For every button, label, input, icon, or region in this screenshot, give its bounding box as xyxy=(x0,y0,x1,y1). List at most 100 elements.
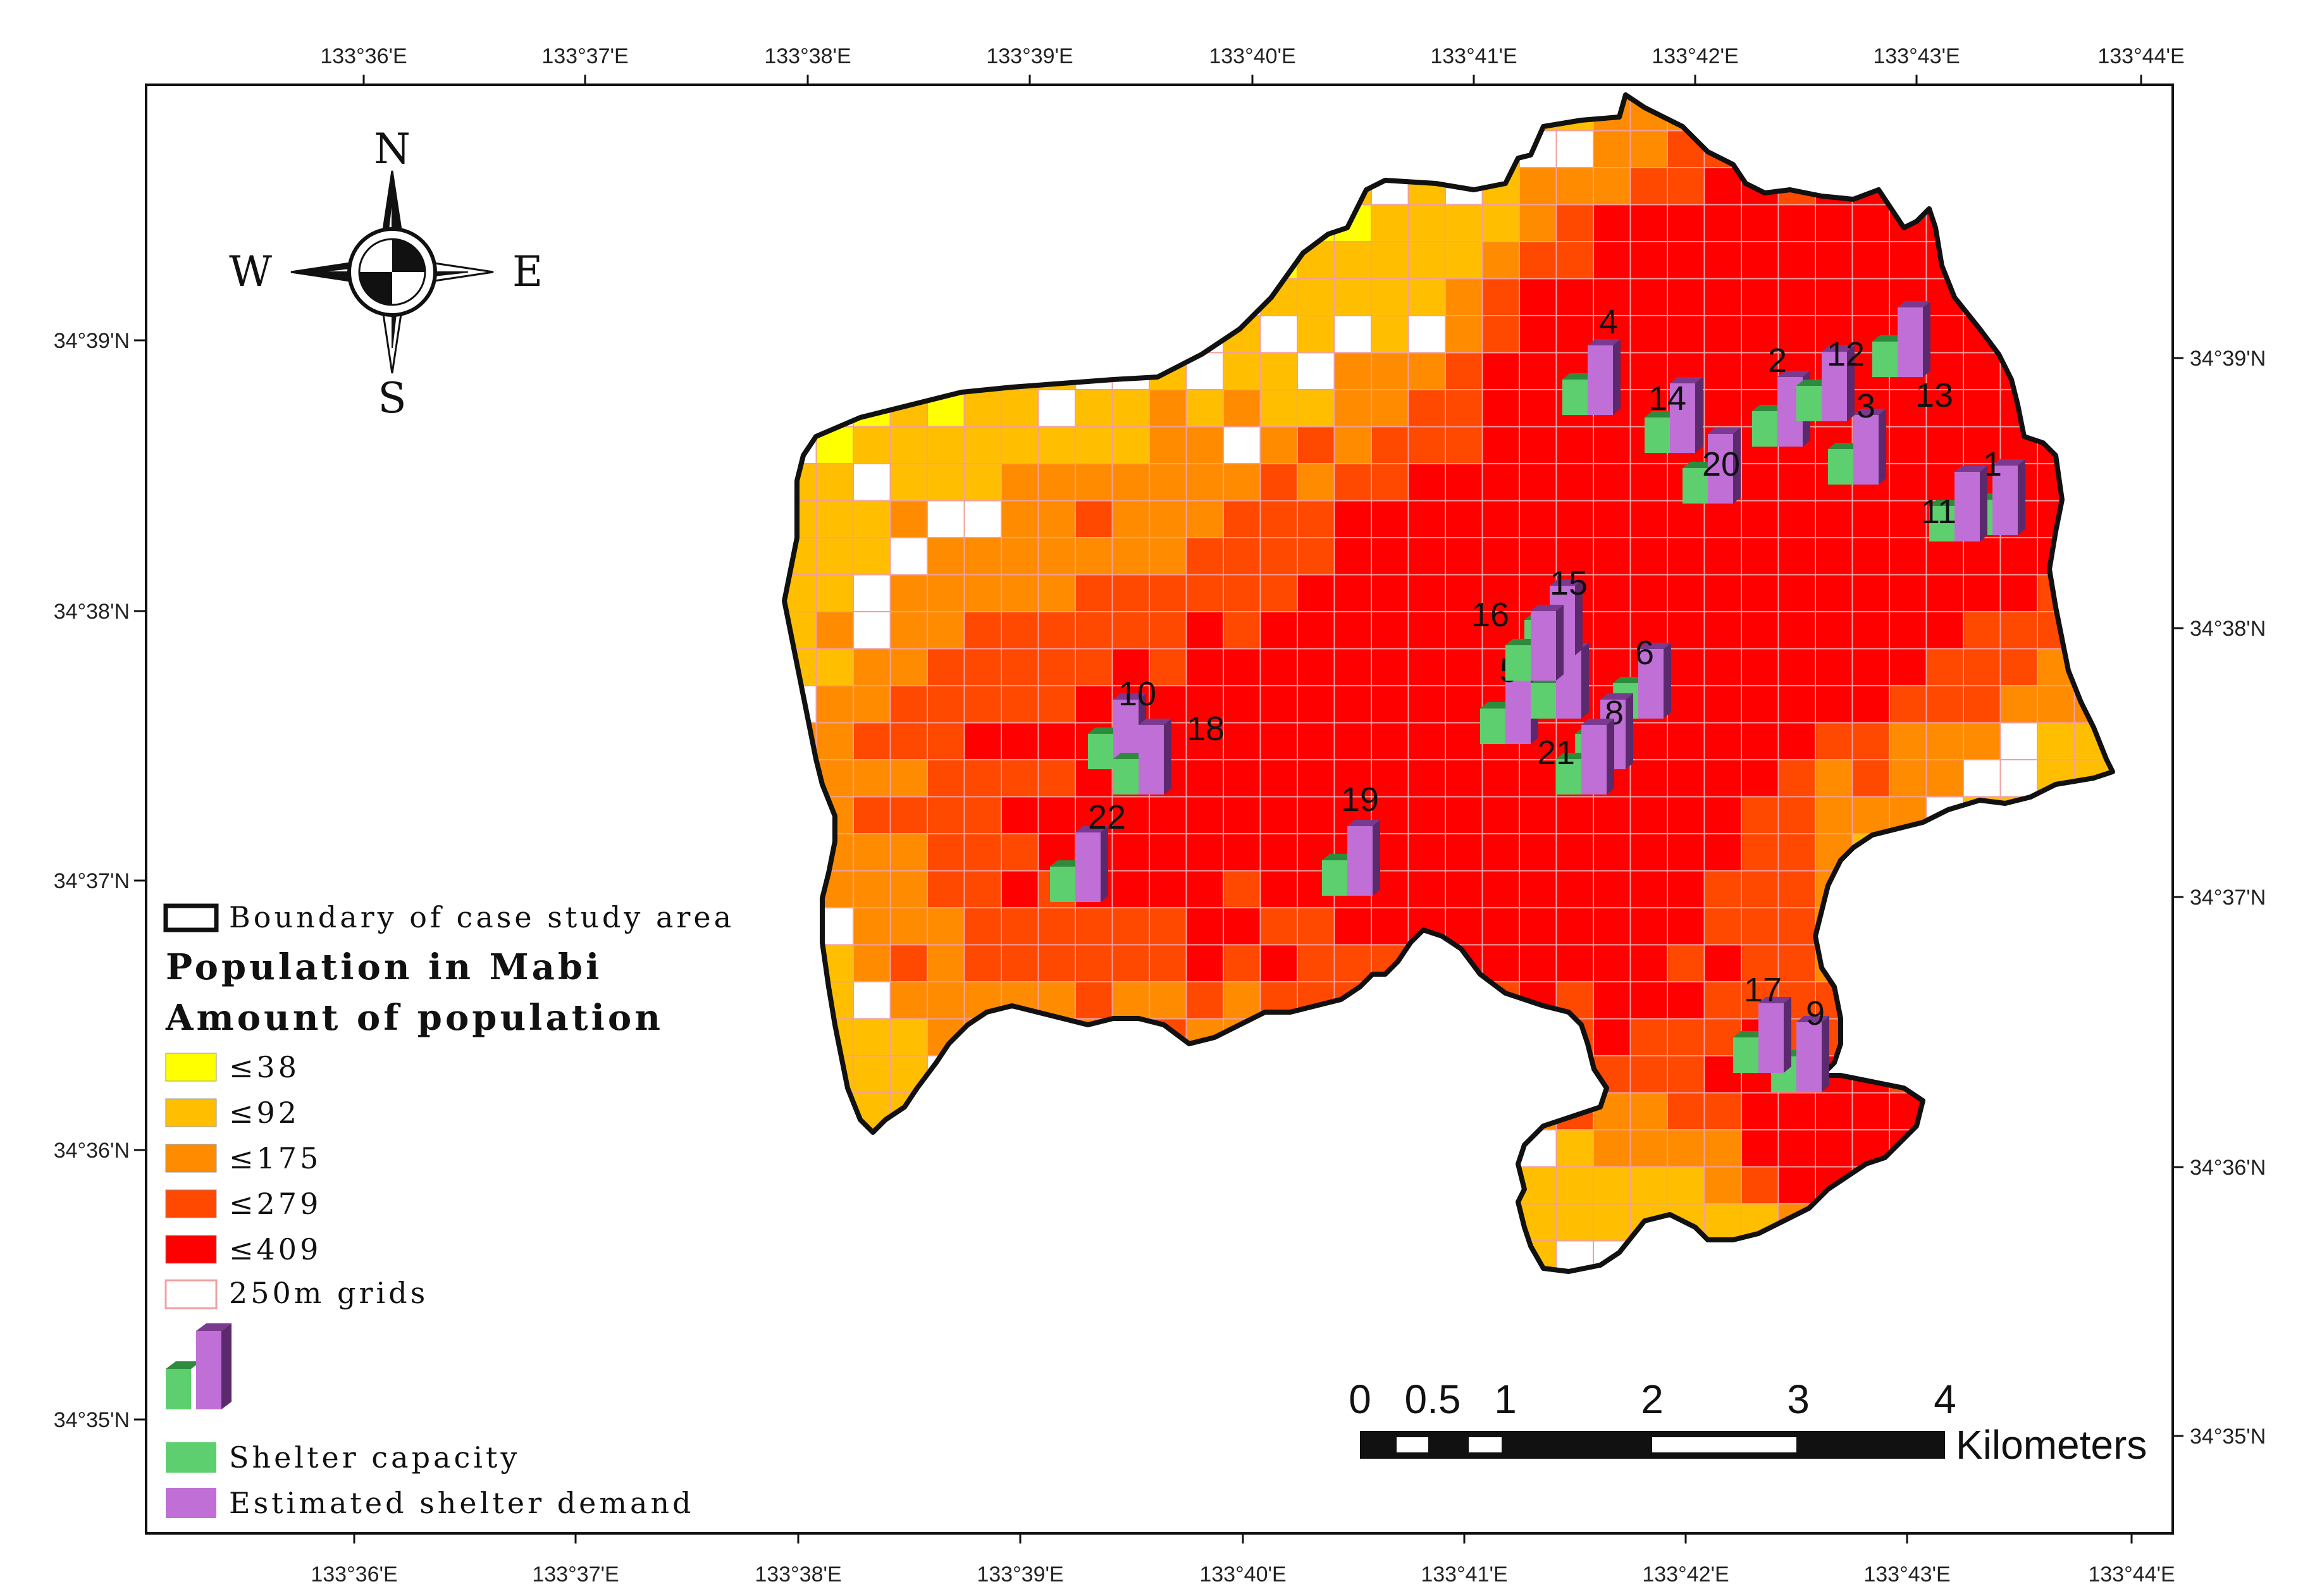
population-cell xyxy=(1630,870,1667,908)
population-cell xyxy=(1149,464,1187,501)
population-cell xyxy=(1741,352,1779,390)
population-cell xyxy=(927,982,965,1019)
population-cell xyxy=(1149,426,1187,464)
population-cell xyxy=(1038,648,1075,686)
population-cell xyxy=(1852,796,1889,834)
population-cell xyxy=(890,834,927,871)
population-cell xyxy=(1223,648,1261,686)
population-cell xyxy=(1482,316,1519,353)
population-cell xyxy=(1445,722,1483,760)
population-cell xyxy=(1741,686,1779,723)
population-cell xyxy=(1112,574,1149,612)
population-cell xyxy=(927,426,965,464)
population-cell xyxy=(1519,316,1557,353)
study-area-boundary xyxy=(782,92,2115,1274)
population-cell xyxy=(1038,760,1075,797)
population-cell xyxy=(1445,648,1483,686)
population-cell xyxy=(1704,204,1741,242)
legend-class-swatch xyxy=(165,1053,217,1082)
population-cell xyxy=(1223,908,1261,945)
shelter-label-9: 9 xyxy=(1806,994,1825,1032)
population-cell xyxy=(1741,538,1779,575)
population-cell xyxy=(1630,538,1667,575)
population-cell xyxy=(1704,722,1741,760)
population-cell xyxy=(1704,574,1741,612)
population-cell xyxy=(1593,908,1631,945)
population-cell xyxy=(1741,908,1779,945)
population-cell xyxy=(1186,870,1223,908)
population-cell xyxy=(1926,760,1963,797)
population-cell xyxy=(1482,278,1519,316)
population-cell xyxy=(2000,686,2037,723)
shelter-label-18: 18 xyxy=(1187,710,1225,748)
population-cell xyxy=(1260,426,1297,464)
population-cell xyxy=(1186,982,1223,1019)
population-cell xyxy=(1038,796,1075,834)
shelter-bars: 12345678910111213141516171819202122 xyxy=(1050,301,2025,1092)
population-cell xyxy=(1445,426,1483,464)
population-cell xyxy=(1223,870,1261,908)
shelter-capacity-bar xyxy=(1531,683,1556,719)
latitude-tick-label: 34°38'N xyxy=(2190,617,2266,641)
shelter-demand-bar xyxy=(1955,472,1980,541)
longitude-tick-label: 133°39'E xyxy=(986,44,1073,68)
shelter-label-2: 2 xyxy=(1768,342,1787,380)
population-cell xyxy=(1667,722,1705,760)
population-cell xyxy=(1482,908,1519,945)
population-cell xyxy=(1408,612,1445,649)
population-cell xyxy=(1297,278,1335,316)
population-cell xyxy=(1186,722,1223,760)
shelter-label-12: 12 xyxy=(1827,335,1865,373)
population-cell xyxy=(1334,242,1371,279)
population-cell xyxy=(1260,908,1297,945)
population-cell xyxy=(1704,538,1741,575)
population-cell xyxy=(1112,796,1149,834)
population-cell xyxy=(1001,834,1039,871)
population-cell xyxy=(1371,426,1409,464)
population-cell xyxy=(1852,242,1889,279)
population-cell xyxy=(1445,908,1483,945)
shelter-label-21: 21 xyxy=(1537,734,1575,772)
population-cell xyxy=(1556,500,1593,538)
population-cell xyxy=(1963,426,2001,464)
population-cell xyxy=(1667,316,1705,353)
population-cell xyxy=(1297,760,1335,797)
shelter-capacity-bar xyxy=(1733,1037,1758,1073)
population-cell xyxy=(1408,834,1445,871)
population-cell xyxy=(1741,760,1779,797)
longitude-tick-label: 133°40'E xyxy=(1209,44,1295,68)
population-cell xyxy=(1741,1092,1779,1130)
population-cell xyxy=(1297,538,1335,575)
population-cell xyxy=(1704,648,1741,686)
population-cell xyxy=(1186,908,1223,945)
population-cell xyxy=(1075,944,1113,982)
population-cell xyxy=(853,760,891,797)
population-cell xyxy=(1593,1018,1631,1056)
population-cell xyxy=(1593,278,1631,316)
population-cell xyxy=(1112,500,1149,538)
population-cell xyxy=(964,686,1001,723)
population-cell xyxy=(1334,648,1371,686)
population-cell xyxy=(1778,944,1815,982)
population-cell xyxy=(1260,500,1297,538)
population-cell xyxy=(964,390,1001,427)
population-cell xyxy=(927,538,965,575)
population-cell xyxy=(1149,686,1187,723)
population-cell xyxy=(1667,944,1705,982)
scale-bar: 0 0.5 1 2 3 4 Kilometers xyxy=(1349,1376,2147,1468)
population-cell xyxy=(1445,686,1483,723)
population-cell xyxy=(1334,500,1371,538)
population-cell xyxy=(1593,574,1631,612)
population-cell xyxy=(1223,944,1261,982)
population-cell xyxy=(1593,1130,1631,1167)
population-cell xyxy=(1704,278,1741,316)
legend-class-swatch xyxy=(165,1098,217,1127)
population-cell xyxy=(1889,648,1927,686)
population-cell xyxy=(1926,612,1963,649)
legend-classes: ≤38 ≤92 ≤175 ≤279 ≤409 xyxy=(165,1050,318,1266)
population-cell xyxy=(1482,574,1519,612)
population-cell xyxy=(1667,760,1705,797)
legend-class-swatch xyxy=(165,1235,217,1264)
population-cell xyxy=(1852,760,1889,797)
population-cell xyxy=(1704,612,1741,649)
